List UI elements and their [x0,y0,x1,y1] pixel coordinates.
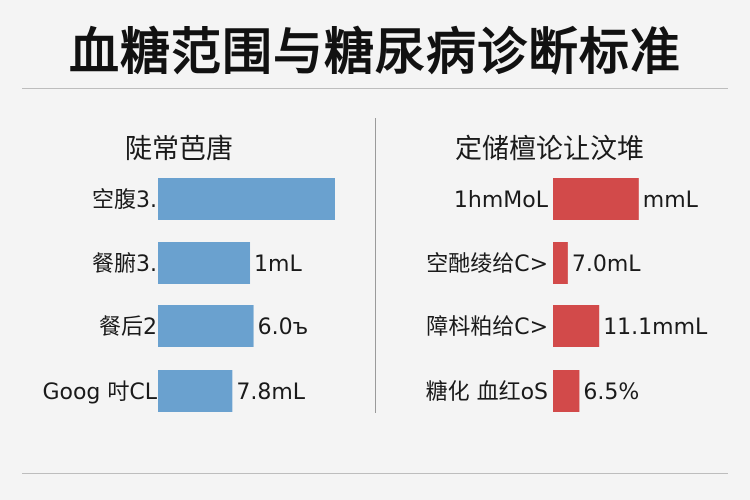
left-category-label-0: 空腹3. [92,188,157,213]
right-value-label-3: 6.5% [583,380,639,405]
right-value-label-1: 7.0mL [572,252,641,277]
main-title: 血糖范围与糖尿病诊断标准 [69,23,681,81]
left-value-label-1: 1mL [254,252,302,277]
bottom-rule [22,473,728,474]
left-bar-2 [158,305,254,347]
left-bar-3 [158,370,233,412]
left-value-label-2: 6.0ъ [258,315,309,340]
left-value-label-3: 7.8mL [236,380,305,405]
right-bar-1 [553,242,568,284]
right-category-label-1: 空酏绫给C> [426,252,548,277]
right-value-label-0: mmL [643,188,699,213]
left-bar-1 [158,242,251,284]
left-bar-0 [158,178,335,220]
right-bar-2 [553,305,600,347]
title-underline [22,88,728,89]
panel-divider [375,118,376,413]
left-category-label-3: Goog 吋CL [42,380,157,405]
right-category-label-2: 障枓粕给C> [426,315,548,340]
right-panel-title: 定储檀论让汶堆 [455,134,644,165]
right-category-label-0: 1hmMoL [454,188,549,213]
right-value-label-2: 11.1mmL [603,315,708,340]
right-bar-0 [553,178,639,220]
right-bar-3 [553,370,580,412]
left-category-label-1: 餐腑3. [92,252,157,277]
left-category-label-2: 餐后2 [99,315,157,340]
left-panel-title: 陡常芭唐 [125,134,233,165]
right-category-label-3: 糖化 血红oS [426,380,548,405]
